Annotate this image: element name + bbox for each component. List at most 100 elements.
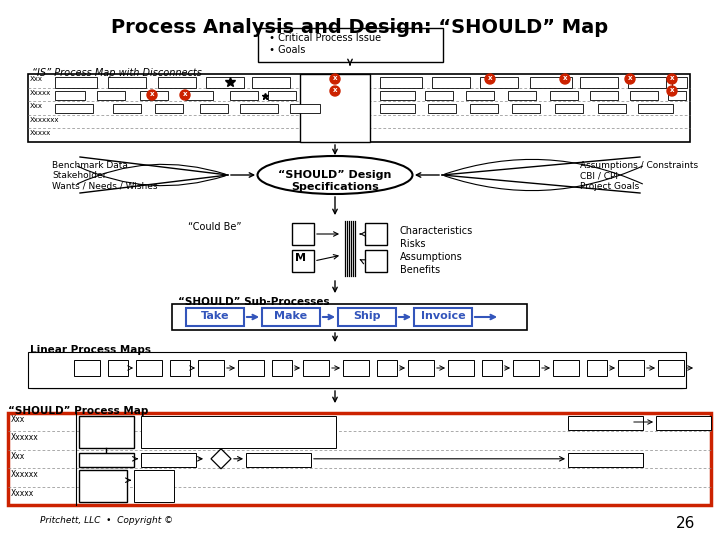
Bar: [140, 91, 168, 100]
Bar: [230, 91, 258, 100]
Polygon shape: [211, 449, 231, 469]
Bar: [158, 77, 196, 88]
Bar: [377, 360, 397, 376]
Text: Risks: Risks: [400, 239, 426, 249]
Bar: [466, 91, 494, 100]
Bar: [74, 360, 100, 376]
Text: Assumptions: Assumptions: [400, 252, 463, 262]
Text: Characteristics: Characteristics: [400, 226, 473, 236]
Bar: [238, 360, 264, 376]
Bar: [172, 304, 527, 330]
Bar: [300, 74, 370, 142]
Text: M: M: [295, 253, 306, 263]
Bar: [513, 360, 539, 376]
Text: x: x: [670, 76, 674, 82]
Circle shape: [485, 74, 495, 84]
Circle shape: [667, 86, 677, 96]
Text: Benchmark Data
Stakeholder
Wants / Needs / Wishes: Benchmark Data Stakeholder Wants / Needs…: [52, 161, 158, 191]
Bar: [262, 308, 320, 326]
Bar: [292, 223, 314, 245]
Bar: [470, 104, 498, 113]
Bar: [408, 360, 434, 376]
Bar: [32, 356, 682, 388]
Text: “SHOULD” Sub-Processes: “SHOULD” Sub-Processes: [178, 297, 330, 307]
Bar: [113, 104, 141, 113]
Bar: [480, 77, 518, 88]
Bar: [28, 74, 690, 142]
Text: x: x: [183, 91, 187, 98]
Bar: [380, 104, 415, 113]
Bar: [30, 354, 684, 388]
Bar: [425, 91, 453, 100]
Bar: [380, 91, 415, 100]
Bar: [136, 360, 162, 376]
Bar: [186, 308, 244, 326]
Bar: [134, 470, 174, 502]
Bar: [432, 77, 470, 88]
Bar: [338, 308, 396, 326]
Text: Xxxxxx: Xxxxxx: [11, 434, 39, 442]
Text: Xxx: Xxx: [11, 452, 25, 461]
Text: Invoice: Invoice: [420, 311, 465, 321]
Bar: [590, 91, 618, 100]
Text: Linear Process Maps: Linear Process Maps: [30, 345, 151, 355]
Bar: [343, 360, 369, 376]
Bar: [198, 360, 224, 376]
Text: Xxx: Xxx: [30, 76, 43, 82]
Text: 26: 26: [675, 516, 695, 531]
Bar: [658, 360, 684, 376]
Text: x: x: [333, 76, 337, 82]
Circle shape: [180, 90, 190, 100]
Text: x: x: [628, 76, 632, 82]
Bar: [79, 470, 127, 502]
Bar: [55, 77, 97, 88]
Text: Assumptions / Constraints
CBI / CPI
Project Goals: Assumptions / Constraints CBI / CPI Proj…: [580, 161, 698, 191]
Circle shape: [330, 86, 340, 96]
Bar: [303, 360, 329, 376]
Bar: [365, 223, 387, 245]
Circle shape: [330, 74, 340, 84]
Text: “SHOULD” Design
Specifications: “SHOULD” Design Specifications: [279, 170, 392, 192]
Bar: [170, 360, 190, 376]
Bar: [55, 91, 85, 100]
Bar: [108, 77, 146, 88]
Text: “Could Be”: “Could Be”: [188, 222, 242, 232]
Bar: [672, 77, 687, 88]
Bar: [638, 104, 673, 113]
Bar: [252, 77, 290, 88]
Text: x: x: [333, 87, 337, 93]
Bar: [108, 360, 128, 376]
Bar: [141, 453, 196, 467]
Bar: [200, 104, 228, 113]
Circle shape: [147, 90, 157, 100]
Text: Ship: Ship: [354, 311, 381, 321]
Bar: [365, 250, 387, 272]
Bar: [598, 104, 626, 113]
Text: • Critical Process Issue
 • Goals: • Critical Process Issue • Goals: [266, 33, 381, 55]
Bar: [380, 77, 422, 88]
Bar: [482, 360, 502, 376]
Bar: [568, 453, 643, 467]
Bar: [512, 104, 540, 113]
Text: Xxxxxxx: Xxxxxxx: [30, 117, 60, 123]
Bar: [141, 416, 336, 448]
Text: x: x: [563, 76, 567, 82]
Bar: [656, 416, 711, 430]
Bar: [97, 91, 125, 100]
Bar: [580, 77, 618, 88]
Bar: [414, 308, 472, 326]
Text: Process Analysis and Design: “SHOULD” Map: Process Analysis and Design: “SHOULD” Ma…: [112, 18, 608, 37]
Text: Benefits: Benefits: [400, 265, 440, 275]
Circle shape: [625, 74, 635, 84]
Bar: [292, 250, 314, 272]
Bar: [155, 104, 183, 113]
Bar: [428, 104, 456, 113]
Bar: [448, 360, 474, 376]
Bar: [618, 360, 644, 376]
Bar: [550, 91, 578, 100]
Text: Xxxxx: Xxxxx: [11, 489, 35, 497]
Bar: [206, 77, 244, 88]
Text: Xxxxxx: Xxxxxx: [11, 470, 39, 479]
Text: Xxx: Xxx: [30, 103, 43, 109]
Bar: [268, 91, 296, 100]
